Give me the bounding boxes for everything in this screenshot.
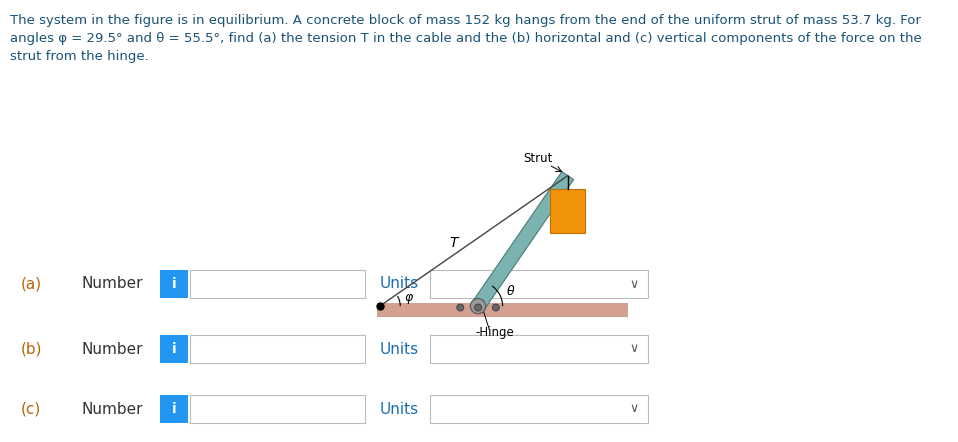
Bar	[430, 335, 648, 363]
Text: strut from the hinge.: strut from the hinge.	[10, 50, 148, 63]
Circle shape	[457, 304, 464, 311]
Text: Number: Number	[82, 342, 144, 357]
Text: ∨: ∨	[629, 403, 639, 415]
Text: i: i	[171, 342, 176, 356]
Text: ∨: ∨	[629, 278, 639, 290]
Text: Units: Units	[380, 277, 419, 292]
Text: angles φ = 29.5° and θ = 55.5°, find (a) the tension T in the cable and the (b) : angles φ = 29.5° and θ = 55.5°, find (a)…	[10, 32, 922, 45]
Bar	[430, 395, 648, 423]
Text: (b): (b)	[21, 342, 42, 357]
Bar	[190, 335, 365, 363]
Text: Units: Units	[380, 401, 419, 416]
Bar	[190, 270, 365, 298]
Bar	[430, 270, 648, 298]
Polygon shape	[472, 171, 574, 310]
Text: Units: Units	[380, 342, 419, 357]
Text: Number: Number	[82, 277, 144, 292]
Text: θ: θ	[507, 285, 514, 298]
Text: The system in the figure is in equilibrium. A concrete block of mass 152 kg hang: The system in the figure is in equilibri…	[10, 14, 921, 27]
Text: (a): (a)	[21, 277, 42, 292]
Circle shape	[474, 304, 482, 311]
Bar	[160, 395, 188, 423]
Text: i: i	[171, 402, 176, 416]
Text: φ: φ	[404, 291, 413, 304]
Bar	[160, 270, 188, 298]
Text: (c): (c)	[21, 401, 41, 416]
Bar	[190, 395, 365, 423]
Bar	[377, 303, 628, 317]
Circle shape	[492, 304, 499, 311]
Text: T: T	[449, 236, 458, 250]
Bar	[160, 335, 188, 363]
Bar	[550, 189, 585, 233]
Text: i: i	[171, 277, 176, 291]
Circle shape	[470, 298, 486, 314]
Text: ∨: ∨	[629, 343, 639, 355]
Text: -Hinge: -Hinge	[475, 326, 514, 339]
Text: Number: Number	[82, 401, 144, 416]
Text: Strut: Strut	[523, 152, 553, 165]
